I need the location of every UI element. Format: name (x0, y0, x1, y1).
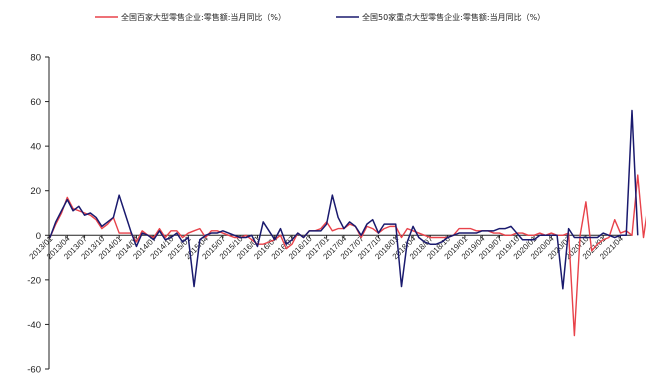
y-tick-label: 0 (36, 231, 41, 242)
legend: 全国百家大型零售企业:零售额:当月同比（%） 全国50家重点大型零售企业:零售额… (95, 12, 545, 22)
y-tick-label: 60 (30, 97, 41, 108)
y-tick-label: -40 (27, 320, 41, 331)
series-line-1 (49, 174, 646, 337)
y-tick-label: 40 (30, 142, 41, 153)
legend-label-series-2: 全国50家重点大型零售企业:零售额:当月同比（%） (362, 12, 545, 22)
y-tick-label: 80 (30, 53, 41, 64)
y-axis-ticks: -60 -40 -20 0 20 40 60 80 (27, 53, 49, 376)
series-lines (49, 109, 646, 337)
y-tick-label: 20 (30, 186, 41, 197)
y-tick-label: -20 (27, 275, 41, 286)
series-line-2 (49, 109, 639, 290)
legend-label-series-1: 全国百家大型零售企业:零售额:当月同比（%） (121, 12, 286, 22)
y-tick-label: -60 (27, 365, 41, 376)
